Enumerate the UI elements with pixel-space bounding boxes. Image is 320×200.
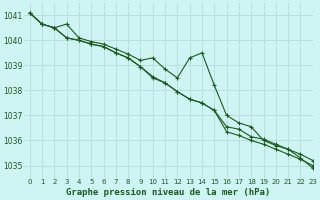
X-axis label: Graphe pression niveau de la mer (hPa): Graphe pression niveau de la mer (hPa): [66, 188, 270, 197]
